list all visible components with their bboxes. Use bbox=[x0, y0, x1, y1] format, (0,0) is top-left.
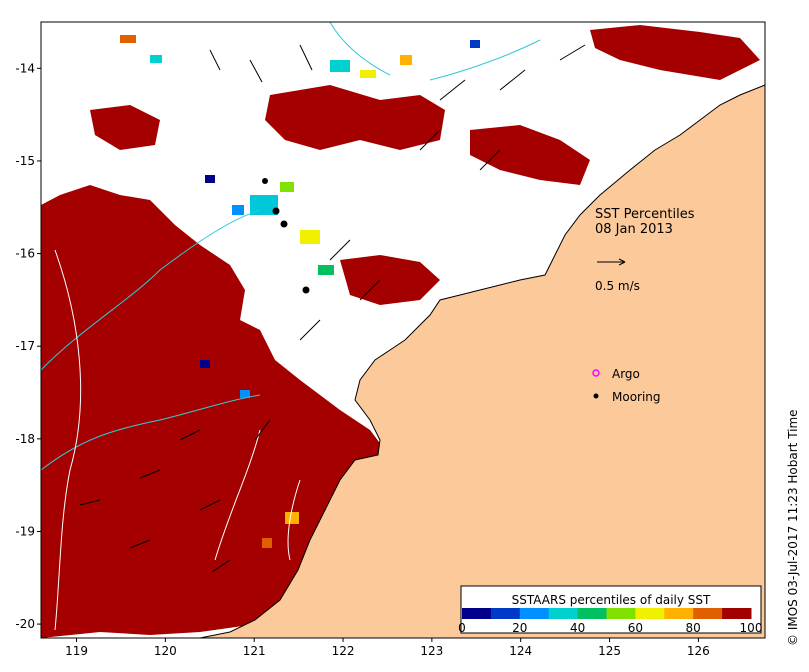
longitude-tick-label: 123 bbox=[420, 644, 443, 658]
australia-land bbox=[199, 84, 766, 639]
high-percentile-patch-west bbox=[90, 105, 160, 150]
latitude-tick-label: -17 bbox=[15, 339, 35, 353]
longitude-tick-label: 120 bbox=[154, 644, 177, 658]
colorbar-swatch bbox=[519, 608, 550, 619]
vector-scale-label: 0.5 m/s bbox=[595, 279, 640, 293]
white-contours bbox=[54, 249, 301, 631]
map-title: SST Percentiles bbox=[595, 207, 695, 222]
colorbar-swatch bbox=[490, 608, 521, 619]
map-body bbox=[40, 21, 766, 639]
longitude-axis: 119 120 121 122 123 124 125 126 bbox=[65, 638, 710, 658]
argo-legend-label: Argo bbox=[612, 367, 640, 381]
colorbar-swatch bbox=[462, 608, 492, 619]
longitude-tick-label: 126 bbox=[687, 644, 710, 658]
colorbar-ticks: 0 20 40 60 80 100 bbox=[458, 621, 762, 635]
latitude-tick-label: -14 bbox=[15, 61, 35, 75]
colorbar-swatch bbox=[693, 608, 723, 619]
longitude-tick-label: 125 bbox=[598, 644, 621, 658]
current-vectors bbox=[79, 44, 586, 573]
colorbar-tick-label: 60 bbox=[628, 621, 643, 635]
longitude-tick-label: 122 bbox=[332, 644, 355, 658]
colorbar-tick-label: 0 bbox=[458, 621, 466, 635]
colorbar-swatch bbox=[635, 608, 665, 619]
vector-scale-arrowhead bbox=[618, 258, 626, 266]
mooring-legend-marker bbox=[593, 393, 599, 399]
colorbar-swatch bbox=[664, 608, 694, 619]
colorbar-tick-label: 100 bbox=[740, 621, 763, 635]
map-frame bbox=[40, 21, 766, 639]
low-percentile-speckles bbox=[120, 35, 480, 548]
longitude-tick-label: 121 bbox=[243, 644, 266, 658]
latitude-tick-label: -16 bbox=[15, 247, 35, 261]
colorbar-title: SSTAARS percentiles of daily SST bbox=[512, 593, 711, 607]
latitude-axis: -14 -15 -16 -17 -18 -19 -20 bbox=[15, 61, 41, 631]
latitude-tick-label: -20 bbox=[15, 617, 35, 631]
temperature-contours bbox=[40, 21, 541, 471]
mooring-marker bbox=[262, 178, 268, 184]
colorbar: SSTAARS percentiles of daily SST 0 20 40 60… bbox=[458, 585, 762, 635]
high-percentile-patch-mid bbox=[340, 255, 440, 305]
colorbar-swatches bbox=[462, 608, 752, 619]
colorbar-swatch bbox=[606, 608, 636, 619]
colorbar-swatch bbox=[548, 608, 579, 619]
mooring-marker bbox=[280, 220, 288, 228]
map-date: 08 Jan 2013 bbox=[595, 222, 673, 237]
credit-text: © IMOS 03-Jul-2017 11:23 Hobart Time bbox=[786, 409, 800, 646]
colorbar-swatch bbox=[722, 608, 752, 619]
high-percentile-patch-east bbox=[470, 125, 590, 185]
longitude-tick-label: 119 bbox=[65, 644, 88, 658]
mooring-marker bbox=[272, 207, 280, 215]
colorbar-swatch bbox=[577, 608, 607, 619]
mooring-legend-label: Mooring bbox=[612, 390, 661, 404]
longitude-tick-label: 124 bbox=[509, 644, 532, 658]
latitude-tick-label: -18 bbox=[15, 432, 35, 446]
colorbar-tick-label: 20 bbox=[512, 621, 527, 635]
latitude-tick-label: -15 bbox=[15, 154, 35, 168]
high-percentile-patch-ne bbox=[590, 25, 760, 80]
colorbar-tick-label: 80 bbox=[686, 621, 701, 635]
latitude-tick-label: -19 bbox=[15, 524, 35, 538]
high-percentile-patch-north bbox=[265, 85, 445, 150]
argo-legend-marker bbox=[592, 369, 600, 377]
colorbar-tick-label: 40 bbox=[570, 621, 585, 635]
mooring-marker bbox=[302, 286, 310, 294]
